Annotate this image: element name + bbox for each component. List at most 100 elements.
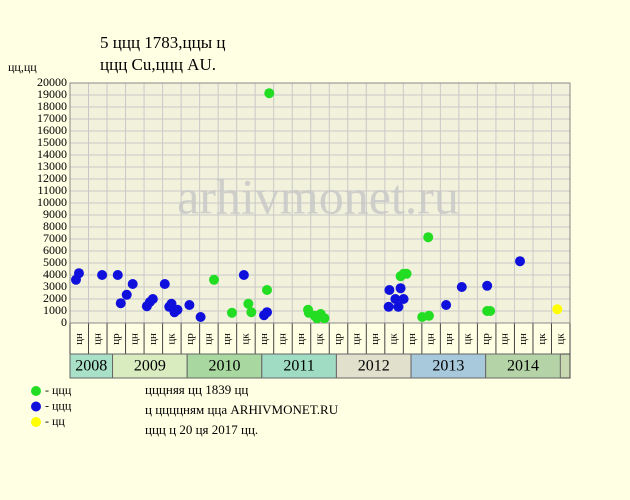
point [184, 300, 195, 310]
quarter-label: цн [128, 333, 140, 345]
point [262, 285, 273, 295]
plot-frame [69, 82, 571, 324]
point [226, 307, 237, 318]
year-label: 2012 [358, 358, 390, 375]
legend-swatch [31, 386, 41, 396]
quarter-label: цн [425, 333, 437, 345]
point [383, 301, 394, 312]
quarter-label: цк [165, 333, 177, 345]
quarter-label: цк [462, 333, 474, 345]
quarter-label: цн [147, 333, 159, 345]
year-band [261, 353, 337, 379]
quarter-label: цн [258, 333, 270, 345]
point [159, 279, 170, 289]
legend-name: ццц [52, 383, 72, 397]
watermark: arhivmonet.ru [177, 168, 459, 224]
legend-name: цц [52, 414, 65, 428]
year-label: 2009 [134, 358, 166, 375]
year-label: 2011 [283, 358, 314, 375]
quarter-label: цн [73, 333, 85, 345]
point [401, 268, 412, 279]
y-tick-label: 19000 [37, 87, 67, 101]
point [515, 256, 525, 267]
point [127, 279, 138, 289]
y-tick-label: 16000 [37, 123, 67, 137]
y-tick-label: 15000 [37, 135, 67, 149]
year-label: 2014 [507, 358, 539, 375]
year-band [69, 353, 114, 379]
point [172, 304, 183, 315]
quarter-label: цк [314, 333, 326, 345]
year-label: 2008 [75, 358, 107, 375]
quarter-label: цн [517, 333, 529, 345]
y-tick-label: 5000 [43, 255, 67, 269]
legend-swatch [31, 401, 41, 412]
quarter-label: цр [480, 333, 492, 345]
point [456, 282, 467, 292]
y-tick-label: 20000 [37, 75, 67, 89]
quarter-label: цн [443, 333, 455, 345]
y-axis-label: цц,цц [8, 60, 37, 74]
quarter-label: цр [332, 333, 344, 345]
point [195, 312, 206, 322]
quarter-label: цр [110, 333, 122, 345]
y-tick-label: 8000 [43, 219, 67, 233]
year-label: 2013 [432, 358, 464, 375]
point [115, 298, 126, 309]
legend-label: - ццц [45, 398, 72, 412]
point [319, 313, 330, 324]
legend-name: ццц [52, 398, 72, 412]
y-tick-label: 10000 [37, 195, 67, 209]
point [209, 274, 220, 285]
y-tick-label: 13000 [37, 159, 67, 173]
point [393, 301, 404, 312]
year-band [485, 353, 561, 379]
y-tick-label: 9000 [43, 207, 67, 221]
point [112, 270, 123, 280]
year-band [112, 353, 188, 379]
quarter-label: цк [554, 333, 566, 345]
y-tick-label: 3000 [43, 279, 67, 293]
quarter-label: цр [184, 333, 196, 345]
quarter-label: цн [406, 333, 418, 345]
point [97, 270, 108, 280]
note: цццняя цц 1839 цц [145, 382, 248, 397]
year-label: 2010 [208, 358, 240, 375]
note: ц ццццням цца ARHIVMONET.RU [145, 402, 339, 417]
quarter-label: цн [221, 333, 233, 345]
point [246, 307, 257, 318]
point [147, 294, 158, 304]
quarter-label: цн [351, 333, 363, 345]
point [384, 285, 395, 295]
y-tick-label: 0 [61, 315, 67, 329]
point [423, 310, 434, 321]
chart-title: 5 ццц 1783,ццы ц [100, 33, 226, 52]
quarter-label: цк [388, 333, 400, 345]
quarter-label: цн [369, 333, 381, 345]
point [243, 298, 254, 309]
quarter-label: цн [202, 333, 214, 345]
quarter-label: цн [295, 333, 307, 345]
year-band [410, 353, 487, 379]
point [238, 270, 249, 280]
chart-subtitle: ццц Cu,ццц AU. [100, 55, 216, 74]
y-tick-label: 14000 [37, 147, 67, 161]
point [441, 300, 452, 310]
note: ццц ц 20 ця 2017 цц. [145, 422, 258, 437]
point [398, 294, 409, 304]
y-tick-label: 7000 [43, 231, 67, 245]
quarter-label: цн [276, 333, 288, 345]
quarter-label: цк [239, 333, 251, 345]
point [485, 306, 496, 316]
point [390, 294, 401, 304]
quarter-label: цн [91, 333, 103, 345]
point [73, 268, 84, 279]
point [482, 280, 493, 291]
quarter-label: цн [499, 333, 511, 345]
legend-label: - ццц [45, 383, 72, 397]
year-band [335, 353, 412, 379]
quarter-label: цк [536, 333, 548, 345]
y-tick-label: 12000 [37, 171, 67, 185]
